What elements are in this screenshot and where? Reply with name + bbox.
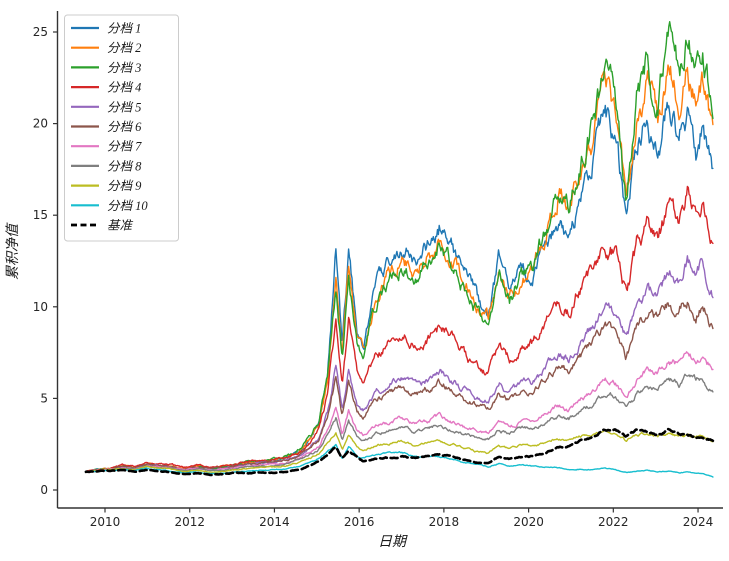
x-tick-label: 2020	[513, 515, 544, 529]
y-tick-label: 15	[33, 208, 48, 222]
x-tick-label: 2014	[259, 515, 290, 529]
y-tick-label: 20	[33, 117, 48, 131]
series-line-9	[85, 429, 714, 473]
series-line-4	[85, 185, 714, 473]
legend-item-label: 基准	[107, 219, 134, 233]
legend-item-label: 分档 3	[107, 61, 141, 75]
x-axis-label: 日期	[378, 534, 408, 550]
legend-item-label: 分档 5	[107, 100, 141, 114]
x-tick-label: 2016	[344, 515, 375, 529]
series-line-3	[85, 21, 714, 473]
x-tick-label: 2010	[90, 515, 121, 529]
series-line-10	[85, 443, 714, 478]
series-line-7	[85, 351, 714, 473]
y-axis: 0 5 10 15 20 25	[33, 25, 58, 497]
legend-item-label: 分档 6	[107, 120, 142, 134]
legend-item-label: 分档 1	[107, 22, 141, 36]
x-tick-label: 2024	[683, 515, 714, 529]
x-tick-label: 2012	[174, 515, 205, 529]
legend-item-label: 分档 9	[107, 179, 142, 193]
legend-item-label: 分档 8	[107, 159, 142, 173]
y-tick-label: 5	[40, 391, 48, 405]
y-axis-label: 累积净值	[5, 222, 21, 280]
y-tick-label: 0	[40, 483, 48, 497]
legend: 分档 1 分档 2 分档 3 分档 4 分档 5 分档 6 分档 7 分档 8 分档 9 分档 1…	[64, 14, 179, 242]
legend-item-label: 分档 2	[107, 41, 141, 55]
y-tick-label: 10	[33, 300, 48, 314]
y-tick-label: 25	[33, 25, 48, 39]
plot-lines	[84, 21, 715, 478]
legend-item-label: 分档 4	[107, 81, 141, 95]
x-axis: 2010 2012 2014 2016 2018 2020 2022 2024	[90, 508, 714, 529]
axes: 2010 2012 2014 2016 2018 2020 2022 2024 0 5 10 15 2…	[5, 11, 723, 550]
series-line-11	[84, 427, 715, 477]
x-tick-label: 2018	[429, 515, 460, 529]
x-tick-label: 2022	[598, 515, 629, 529]
legend-item-label: 分档 10	[107, 199, 148, 213]
legend-item-label: 分档 7	[107, 140, 142, 154]
